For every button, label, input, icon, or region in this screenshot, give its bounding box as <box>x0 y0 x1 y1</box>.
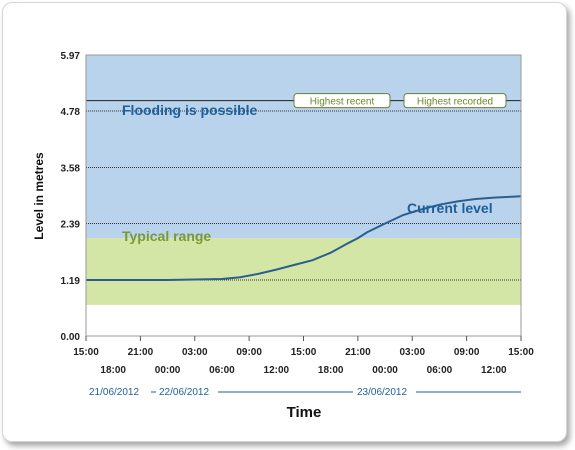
y-tick-label: 4.78 <box>61 107 81 118</box>
x-tick-label: 00:00 <box>372 365 398 376</box>
x-tick-label: 21:00 <box>128 347 154 358</box>
flooding-possible-label: Flooding is possible <box>122 102 258 118</box>
x-tick-label: 06:00 <box>427 365 453 376</box>
y-tick-label: 5.97 <box>61 51 81 62</box>
x-tick-label: 09:00 <box>236 347 262 358</box>
x-tick-label: 03:00 <box>399 347 425 358</box>
chart-card: Highest recent Highest recorded Typical r… <box>2 2 567 442</box>
date-label: 22/06/2012 <box>159 387 209 398</box>
date-label: 23/06/2012 <box>357 387 407 398</box>
y-axis-title: Level in metres <box>32 152 46 240</box>
x-tick-label: 18:00 <box>318 365 344 376</box>
typical-range-label: Typical range <box>122 228 211 244</box>
reference-label-box <box>293 93 391 109</box>
x-tick-label: 09:00 <box>454 347 480 358</box>
band-typical-range <box>86 238 521 305</box>
y-tick-label: 1.19 <box>61 276 81 287</box>
x-tick-label: 15:00 <box>73 347 99 358</box>
x-tick-label: 06:00 <box>209 365 235 376</box>
river-level-chart: Highest recent Highest recorded Typical r… <box>32 51 534 421</box>
y-tick-label: 3.58 <box>61 163 81 174</box>
x-tick-label: 21:00 <box>345 347 371 358</box>
x-tick-label: 12:00 <box>264 365 290 376</box>
reference-label-box <box>403 93 507 109</box>
x-tick-label: 18:00 <box>100 365 126 376</box>
x-tick-label: 12:00 <box>481 365 507 376</box>
y-tick-label: 0.00 <box>61 332 81 343</box>
y-tick-label: 2.39 <box>61 220 81 231</box>
x-tick-label: 03:00 <box>182 347 208 358</box>
x-tick-label: 15:00 <box>508 347 534 358</box>
highest-recorded-label: Highest recorded <box>417 97 493 108</box>
x-tick-label: 15:00 <box>291 347 317 358</box>
highest-recent-label: Highest recent <box>310 97 375 108</box>
current-level-label: Current level <box>407 200 493 216</box>
x-tick-label: 00:00 <box>155 365 181 376</box>
date-label: 21/06/2012 <box>89 387 139 398</box>
current-level-line <box>86 195 522 281</box>
x-axis-title: Time <box>287 404 322 421</box>
band-flooding-possible <box>86 55 521 239</box>
